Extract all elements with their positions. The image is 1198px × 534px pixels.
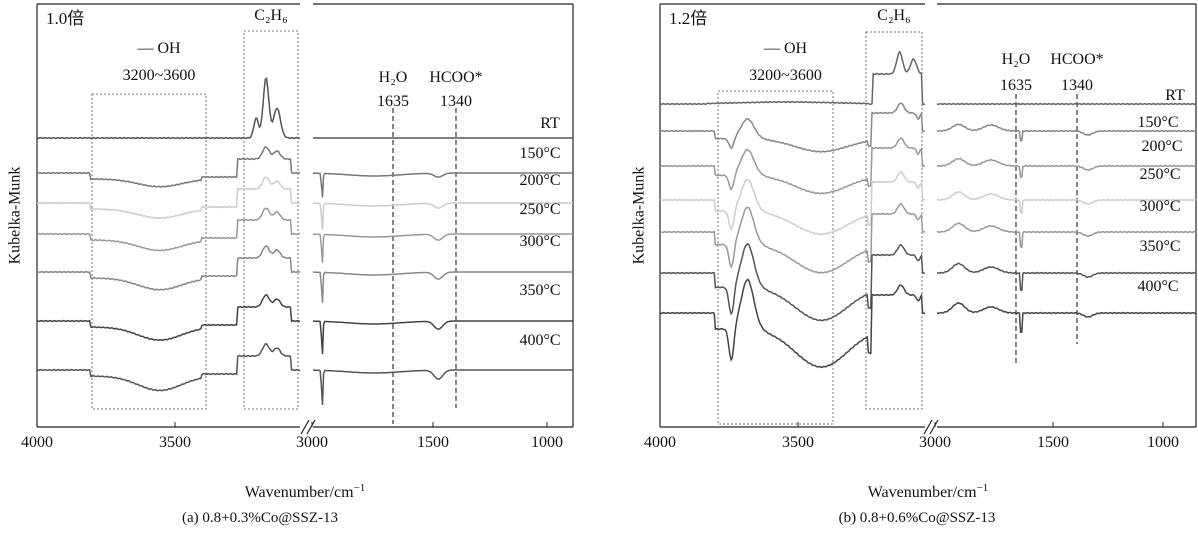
- spectrum-350c-seg0: [659, 242, 926, 322]
- spectrum-rt-seg0: [659, 50, 926, 106]
- x-tick-label-3500: 3500: [159, 434, 191, 451]
- x-tick-label-1000: 1000: [1147, 434, 1179, 451]
- x-axis-label-superscript: −1: [354, 482, 366, 494]
- h2o-label: H₂O: [379, 69, 408, 86]
- spectrum-150c-seg1: [936, 123, 1197, 142]
- c2h6-label: C₂H₆: [877, 7, 910, 24]
- spectrum-250c-seg0: [36, 207, 301, 252]
- spectrum-400c-seg0: [659, 278, 926, 369]
- h2o-wavenumber-label: 1635: [377, 93, 409, 110]
- hcoo-label: HCOO*: [429, 69, 482, 86]
- series-label-400c: 400°C: [519, 332, 560, 349]
- x-tick-label-4000: 4000: [644, 434, 676, 451]
- panel-a: 4000 3500 3000 1500 1000 Wavenumber/cm−1 Kubel…: [7, 3, 574, 501]
- hcoo-wavenumber-label: 1340: [1061, 77, 1093, 94]
- x-tick-label-4000: 4000: [21, 434, 53, 451]
- spectrum-400c-seg1: [936, 301, 1197, 334]
- x-tick-label-1500: 1500: [1037, 434, 1069, 451]
- spectrum-rt-seg0: [36, 77, 301, 140]
- series-label-150c: 150°C: [519, 145, 560, 162]
- y-axis-label: Kubelka-Munk: [631, 167, 648, 265]
- oh-range-label: 3200~3600: [123, 67, 196, 84]
- spectrum-200c-seg0: [659, 137, 926, 195]
- axis-break-mark-0: [300, 419, 310, 435]
- oh-region-box: [91, 93, 207, 410]
- spectrum-rt-seg1: [936, 102, 1197, 106]
- series-label-300c: 300°C: [1139, 198, 1180, 215]
- spectrum-300c-seg0: [659, 202, 926, 274]
- spectrum-350c-seg1: [936, 262, 1197, 292]
- x-axis-label-superscript: −1: [977, 482, 989, 494]
- x-axis-label: Wavenumber/cm−1: [245, 482, 366, 501]
- oh-region-box: [717, 90, 834, 425]
- hcoo-label: HCOO*: [1050, 51, 1103, 68]
- series-label-300c: 300°C: [519, 233, 560, 250]
- panel-b: 4000 3500 3000 1500 1000 Wavenumber/cm−1 Kubel…: [631, 3, 1197, 501]
- series-label-200c: 200°C: [1141, 138, 1182, 155]
- x-tick-label-1500: 1500: [417, 434, 449, 451]
- x-tick-label-3500: 3500: [782, 434, 814, 451]
- axis-break-mark-1: [929, 419, 939, 435]
- spectrum-300c-seg1: [937, 222, 1197, 249]
- spectrum-200c-seg0: [36, 176, 301, 220]
- chart-canvas: 4000 3500 3000 1500 1000 Wavenumber/cm−1 Kubel…: [7, 3, 1197, 501]
- x-tick-label-3000: 3000: [296, 434, 328, 451]
- panel-tag: 1.0倍: [46, 9, 84, 28]
- series-label-400c: 400°C: [1137, 278, 1178, 295]
- panel-tag: 1.2倍: [669, 9, 707, 28]
- spectrum-200c-seg1: [312, 202, 573, 230]
- spectrum-300c-seg1: [312, 271, 573, 303]
- c2h6-label: C₂H₆: [254, 7, 287, 24]
- c2h6-region-box: [865, 31, 923, 410]
- spectrum-250c-seg1: [312, 233, 573, 263]
- spectrum-250c-seg1: [936, 191, 1197, 215]
- oh-label: — OH: [136, 40, 181, 57]
- spectrum-150c-seg0: [659, 102, 926, 153]
- y-axis-label: Kubelka-Munk: [7, 167, 24, 265]
- spectrum-200c-seg1: [936, 157, 1197, 179]
- h2o-label: H₂O: [1002, 51, 1031, 68]
- series-label-rt: RT: [1165, 87, 1185, 104]
- spectrum-250c-seg0: [659, 170, 926, 236]
- axis-break-mark-0: [923, 419, 933, 435]
- h2o-wavenumber-label: 1635: [1000, 77, 1032, 94]
- series-label-200c: 200°C: [519, 172, 560, 189]
- caption-a: (a) 0.8+0.3%Co@SSZ-13: [181, 510, 339, 526]
- caption-b: (b) 0.8+0.6%Co@SSZ-13: [838, 510, 996, 526]
- x-tick-label-1000: 1000: [531, 434, 563, 451]
- axis-break-mark-1: [306, 419, 316, 435]
- oh-range-label: 3200~3600: [749, 67, 822, 84]
- hcoo-wavenumber-label: 1340: [440, 93, 472, 110]
- series-label-250c: 250°C: [1139, 166, 1180, 183]
- x-tick-label-3000: 3000: [919, 434, 951, 451]
- series-label-150c: 150°C: [1137, 114, 1178, 131]
- series-label-350c: 350°C: [519, 282, 560, 299]
- spectrum-350c-seg0: [36, 293, 301, 342]
- spectrum-150c-seg1: [312, 172, 573, 198]
- oh-label: — OH: [763, 40, 808, 57]
- spectrum-400c-seg0: [36, 343, 301, 392]
- spectrum-350c-seg1: [312, 320, 573, 354]
- spectrum-150c-seg0: [36, 145, 301, 188]
- x-axis-label: Wavenumber/cm−1: [868, 482, 989, 501]
- series-label-rt: RT: [540, 115, 560, 132]
- series-label-250c: 250°C: [519, 201, 560, 218]
- spectrum-300c-seg0: [36, 244, 301, 291]
- spectrum-400c-seg1: [312, 369, 573, 406]
- series-label-350c: 350°C: [1139, 238, 1180, 255]
